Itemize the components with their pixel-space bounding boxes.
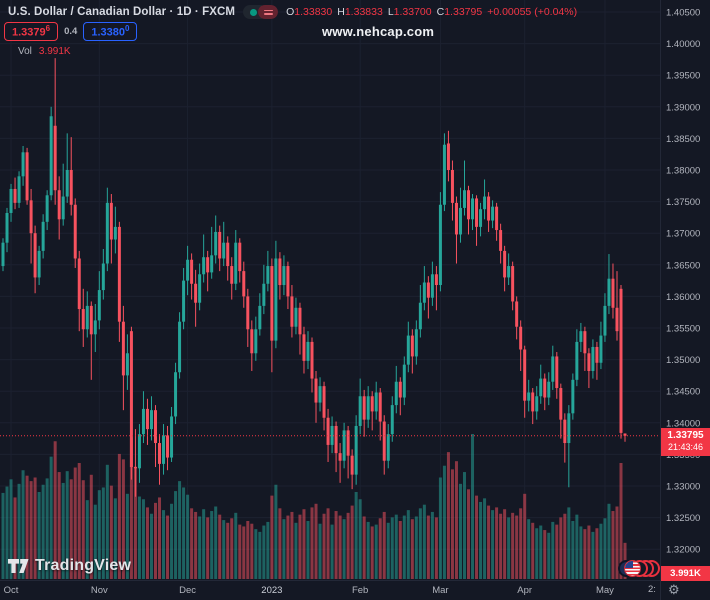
gear-icon[interactable]: ⚙ (668, 582, 680, 597)
svg-text:1.32500: 1.32500 (666, 513, 700, 524)
svg-text:1.39500: 1.39500 (666, 71, 700, 82)
svg-text:1.32000: 1.32000 (666, 545, 700, 556)
svg-text:1.39000: 1.39000 (666, 102, 700, 113)
symbol-title[interactable]: U.S. Dollar / Canadian Dollar · 1D · FXC… (8, 6, 236, 18)
green-dot-icon (250, 8, 258, 16)
watermark-text: www.nehcap.com (322, 24, 435, 39)
bar-countdown: 21:43:46 (667, 441, 704, 452)
svg-text:1.35500: 1.35500 (666, 324, 700, 335)
tradingview-logo-text: TradingView (35, 557, 132, 574)
time-axis-separator (0, 580, 710, 581)
svg-text:1.38500: 1.38500 (666, 134, 700, 145)
ask-button[interactable]: 1.33800 (83, 22, 138, 41)
timezone-clock[interactable]: 2: (648, 584, 656, 595)
svg-text:1.38000: 1.38000 (666, 166, 700, 177)
open-label: O (286, 6, 295, 18)
svg-text:Apr: Apr (517, 585, 532, 596)
volume-value: 3.991K (38, 46, 71, 57)
svg-text:1.40000: 1.40000 (666, 39, 700, 50)
svg-text:1.36000: 1.36000 (666, 292, 700, 303)
close-value: 1.33795 (444, 6, 483, 18)
svg-text:1.37000: 1.37000 (666, 229, 700, 240)
ohlc-readout: O1.33830 H1.33833 L1.33700 C1.33795 +0.0… (286, 6, 577, 18)
price-axis-separator (660, 0, 661, 600)
svg-text:1.36500: 1.36500 (666, 260, 700, 271)
volume-label: Vol (18, 46, 32, 57)
svg-text:2023: 2023 (261, 585, 282, 596)
svg-text:Feb: Feb (352, 585, 368, 596)
low-label: L (387, 6, 394, 18)
svg-text:1.37500: 1.37500 (666, 197, 700, 208)
svg-text:Oct: Oct (4, 585, 19, 596)
svg-text:Dec: Dec (179, 585, 196, 596)
svg-text:Nov: Nov (91, 585, 108, 596)
high-label: H (337, 6, 345, 18)
open-value: 1.33830 (294, 6, 333, 18)
us-flag-events-icon[interactable] (618, 558, 660, 580)
volume-axis-tag: 3.991K (661, 566, 710, 581)
market-status-pill[interactable] (243, 5, 279, 19)
last-price-tag[interactable]: 1.33795 21:43:46 (661, 428, 710, 456)
high-value: 1.33833 (344, 6, 383, 18)
low-value: 1.33700 (393, 6, 432, 18)
tradingview-logo-icon (8, 558, 29, 573)
change-value: +0.00055 (+0.04%) (487, 6, 578, 18)
spread-value: 0.4 (64, 25, 78, 37)
svg-text:1.40500: 1.40500 (666, 8, 700, 19)
volume-legend: Vol 3.991K (18, 46, 71, 57)
close-label: C (436, 6, 445, 18)
data-problem-icon (258, 5, 279, 19)
svg-text:Mar: Mar (432, 585, 448, 596)
bid-button[interactable]: 1.33796 (4, 22, 59, 41)
tradingview-logo[interactable]: TradingView (8, 557, 131, 575)
market-open-indicator (243, 5, 263, 19)
svg-text:1.35000: 1.35000 (666, 355, 700, 366)
last-price-value: 1.33795 (667, 430, 704, 441)
us-flag-icon (624, 560, 641, 577)
svg-text:1.34000: 1.34000 (666, 418, 700, 429)
svg-text:1.33000: 1.33000 (666, 482, 700, 493)
chart-legend: U.S. Dollar / Canadian Dollar · 1D · FXC… (8, 5, 577, 19)
svg-text:1.34500: 1.34500 (666, 387, 700, 398)
svg-text:May: May (596, 585, 614, 596)
bid-ask-row: 1.33796 0.4 1.33800 (4, 22, 138, 41)
